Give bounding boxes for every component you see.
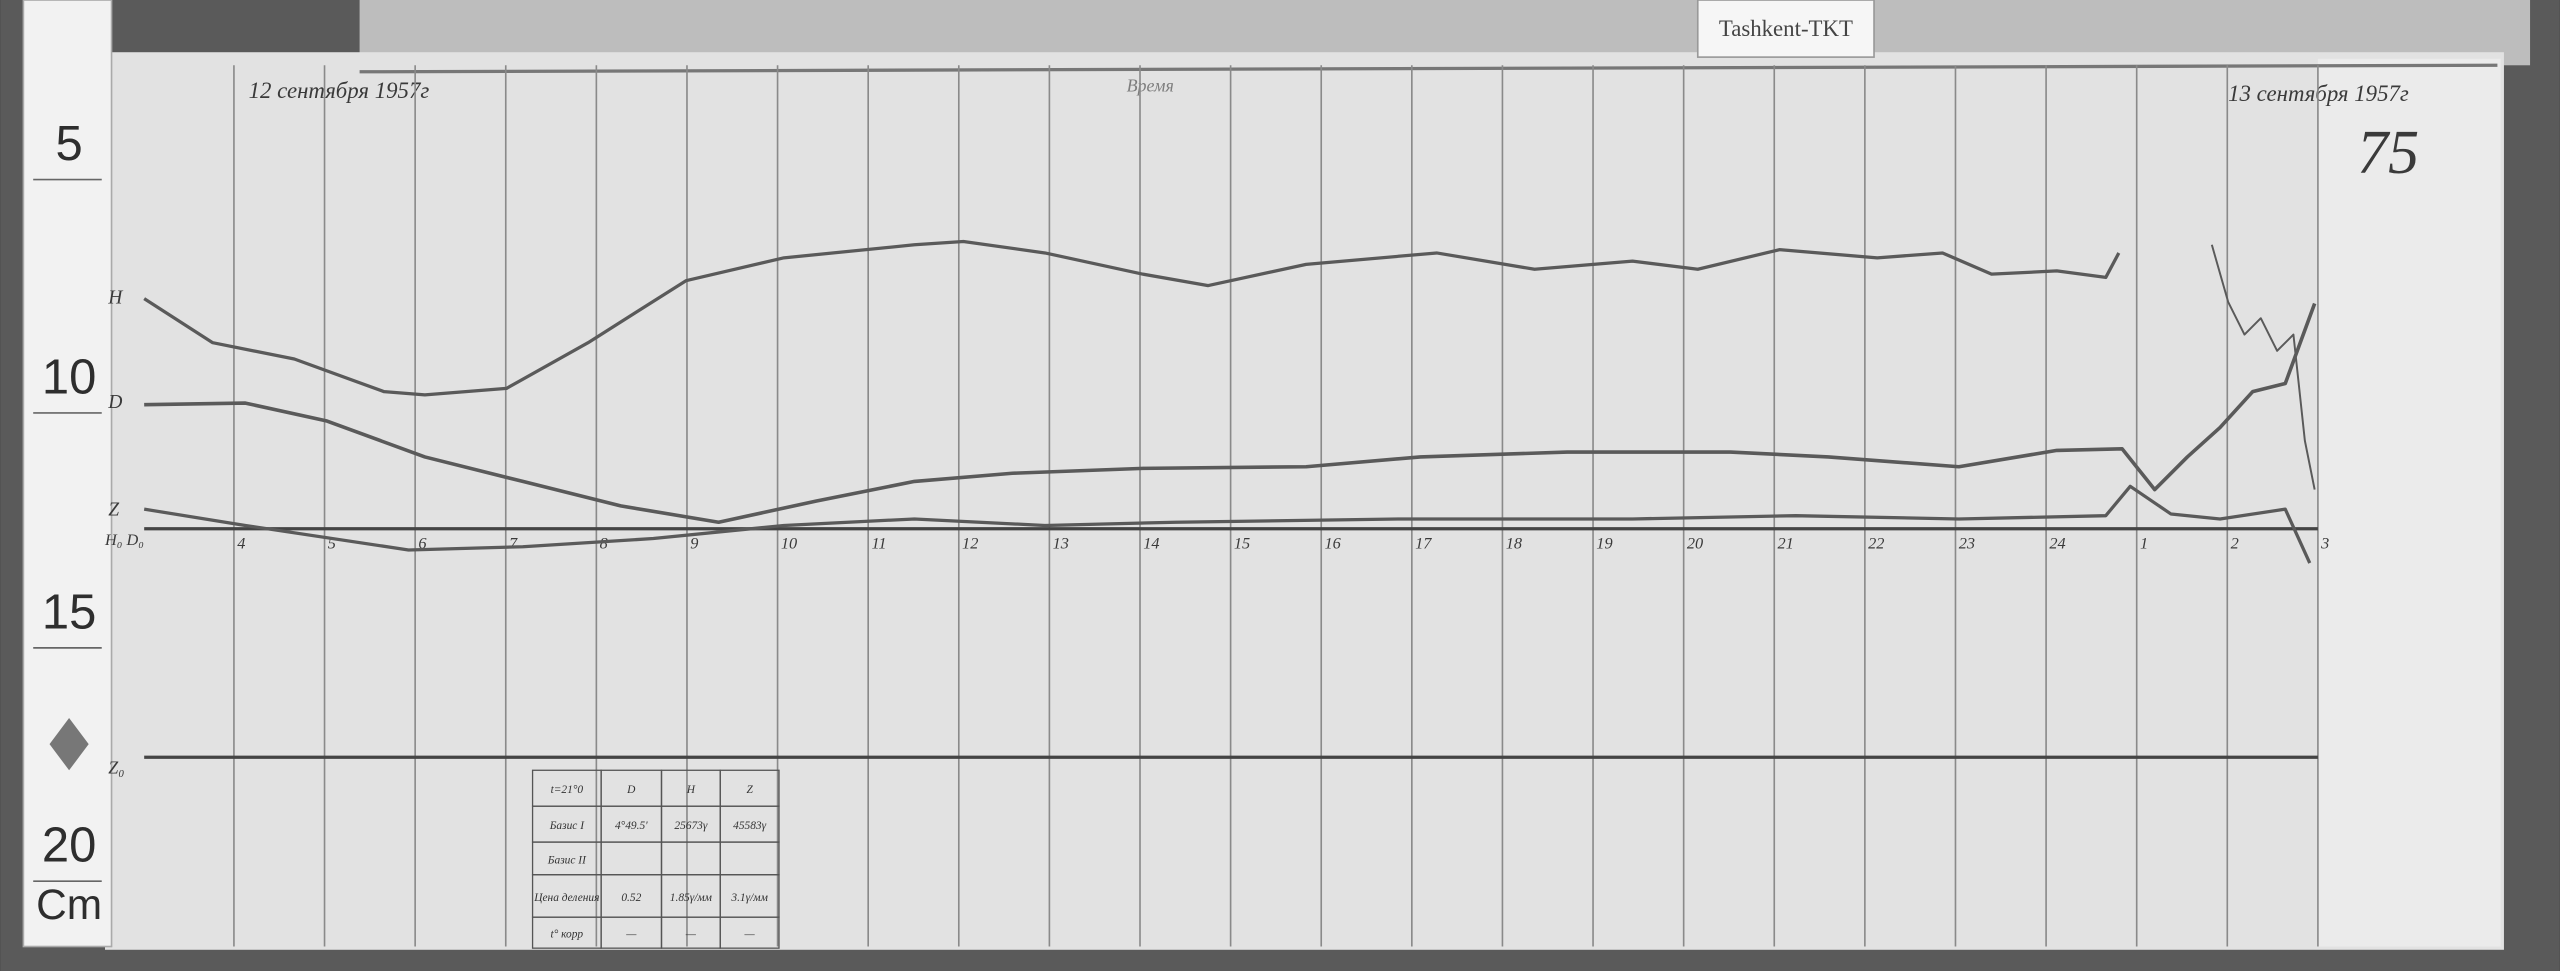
table-text: 4°49.5' bbox=[615, 820, 648, 832]
hour-label: 24 bbox=[2049, 533, 2065, 552]
table-text: — bbox=[685, 929, 697, 941]
table-text: t=21°0 bbox=[551, 784, 584, 796]
ruler-mark: 10 bbox=[42, 350, 96, 404]
station-tag bbox=[1696, 0, 1875, 58]
hour-label: 14 bbox=[1143, 533, 1159, 552]
paper bbox=[105, 52, 2504, 950]
hour-label: 18 bbox=[1506, 533, 1522, 552]
hour-label: 11 bbox=[871, 533, 886, 552]
time-title: Время bbox=[1127, 75, 1174, 95]
hour-label: 6 bbox=[418, 533, 427, 552]
ruler-mark: 20 bbox=[42, 819, 96, 873]
table-cell bbox=[719, 916, 780, 949]
top-edge bbox=[359, 63, 2498, 74]
h-disturbed-trace bbox=[2210, 244, 2316, 490]
hour-label: 16 bbox=[1324, 533, 1341, 552]
hour-label: 20 bbox=[1687, 533, 1703, 552]
hour-label: 7 bbox=[509, 533, 518, 552]
hour-label: 2 bbox=[2231, 533, 2239, 552]
ruler-mark: 5 bbox=[55, 117, 82, 171]
ruler-marks: 5 10 15 20 bbox=[33, 117, 102, 883]
hour-label: 3 bbox=[2320, 533, 2329, 552]
label-d: D bbox=[107, 392, 122, 413]
table-text: — bbox=[744, 929, 756, 941]
hour-label: 5 bbox=[328, 533, 336, 552]
d-trace bbox=[144, 302, 2317, 525]
hour-label: 12 bbox=[962, 533, 978, 552]
ruler-mark: 15 bbox=[42, 585, 96, 639]
table-text: 45583γ bbox=[733, 820, 767, 832]
paper-margin bbox=[2317, 58, 2501, 947]
hour-label: 19 bbox=[1596, 533, 1612, 552]
table-text: H bbox=[686, 784, 696, 796]
hour-label: 15 bbox=[1234, 533, 1250, 552]
table-text: 1.85γ/мм bbox=[670, 892, 712, 904]
label-baseline-z: Z₀ bbox=[108, 758, 124, 778]
label-h: H bbox=[107, 288, 124, 309]
hour-label: 21 bbox=[1778, 533, 1794, 552]
hour-label: 9 bbox=[690, 533, 698, 552]
hour-label: 1 bbox=[2140, 533, 2148, 552]
table-text: 25673γ bbox=[674, 820, 708, 832]
ruler bbox=[22, 0, 113, 948]
table-text: — bbox=[625, 929, 637, 941]
hour-label: 4 bbox=[237, 533, 245, 552]
table-text: 0.52 bbox=[621, 892, 641, 904]
h-trace bbox=[143, 239, 2121, 397]
sheet-number: 75 bbox=[2357, 119, 2419, 187]
table-text: 3.1γ/мм bbox=[730, 892, 767, 904]
table-text: Z bbox=[746, 784, 753, 796]
table-text: D bbox=[626, 784, 636, 796]
table-text: Цена деления bbox=[533, 892, 599, 904]
hour-label: 17 bbox=[1415, 533, 1432, 552]
hour-label: 13 bbox=[1053, 533, 1069, 552]
table-text: t° корр bbox=[551, 929, 584, 941]
constants-table: t=21°0 D H Z Базис I 4°49.5' 25673γ 45583γ Базис… bbox=[531, 769, 780, 949]
hour-label: 22 bbox=[1868, 533, 1884, 552]
date-start: 12 сентября 1957г bbox=[249, 78, 430, 103]
hour-grid: 4 5 6 7 8 9 10 11 12 13 14 15 16 17 18 19 20 21 22 23 24 1 2 3 bbox=[233, 65, 2329, 947]
hour-label: 23 bbox=[1959, 533, 1975, 552]
table-text: Базис II bbox=[547, 854, 587, 866]
z-trace bbox=[143, 484, 2312, 564]
hour-label: 10 bbox=[781, 533, 797, 552]
ruler-unit: Cm bbox=[36, 881, 102, 928]
table-text: Базис I bbox=[549, 820, 585, 832]
label-baseline-hd: H₀ D₀ bbox=[104, 530, 144, 549]
station-label: Tashkent-TKT bbox=[1719, 16, 1853, 41]
label-z: Z bbox=[108, 500, 120, 521]
